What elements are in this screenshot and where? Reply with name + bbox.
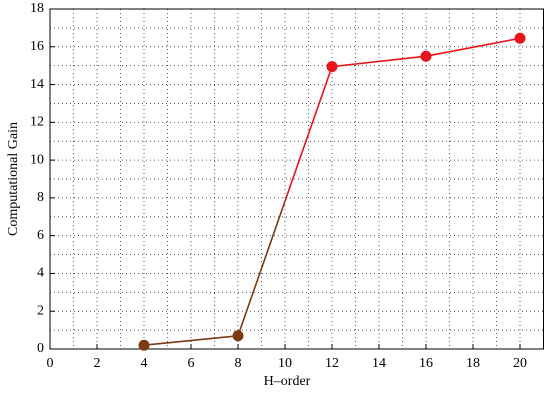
y-tick-label: 16	[30, 39, 44, 54]
x-tick-label: 16	[419, 356, 433, 371]
point	[232, 330, 244, 342]
y-tick-label: 8	[37, 190, 44, 205]
y-tick-label: 2	[37, 303, 44, 318]
y-tick-label: 14	[30, 77, 44, 92]
point	[420, 50, 432, 62]
y-tick-label: 12	[30, 115, 44, 130]
plot-frame	[49, 8, 544, 350]
x-tick-label: 6	[188, 356, 195, 371]
line-segment	[143, 334, 239, 347]
x-tick-label: 12	[325, 356, 339, 371]
x-tick-label: 4	[141, 356, 148, 371]
y-tick-label: 10	[30, 152, 44, 167]
x-tick-label: 14	[372, 356, 386, 371]
x-tick-label: 18	[466, 356, 480, 371]
y-tick-label: 0	[37, 341, 44, 356]
x-tick-label: 0	[47, 356, 54, 371]
y-axis-label: Computational Gain	[6, 122, 21, 236]
y-tick-label: 18	[30, 1, 44, 16]
y-tick-label: 4	[37, 266, 44, 281]
point	[138, 339, 150, 351]
point	[326, 61, 338, 73]
line-segment	[237, 66, 333, 337]
x-tick-label: 8	[235, 356, 242, 371]
x-tick-label: 2	[94, 356, 101, 371]
line-segment	[425, 37, 521, 58]
x-axis-label: H–order	[264, 374, 311, 389]
y-tick-label: 6	[37, 228, 44, 243]
point	[514, 32, 526, 44]
line-segment	[331, 55, 427, 68]
x-tick-label: 20	[513, 356, 527, 371]
x-tick-label: 10	[278, 356, 292, 371]
